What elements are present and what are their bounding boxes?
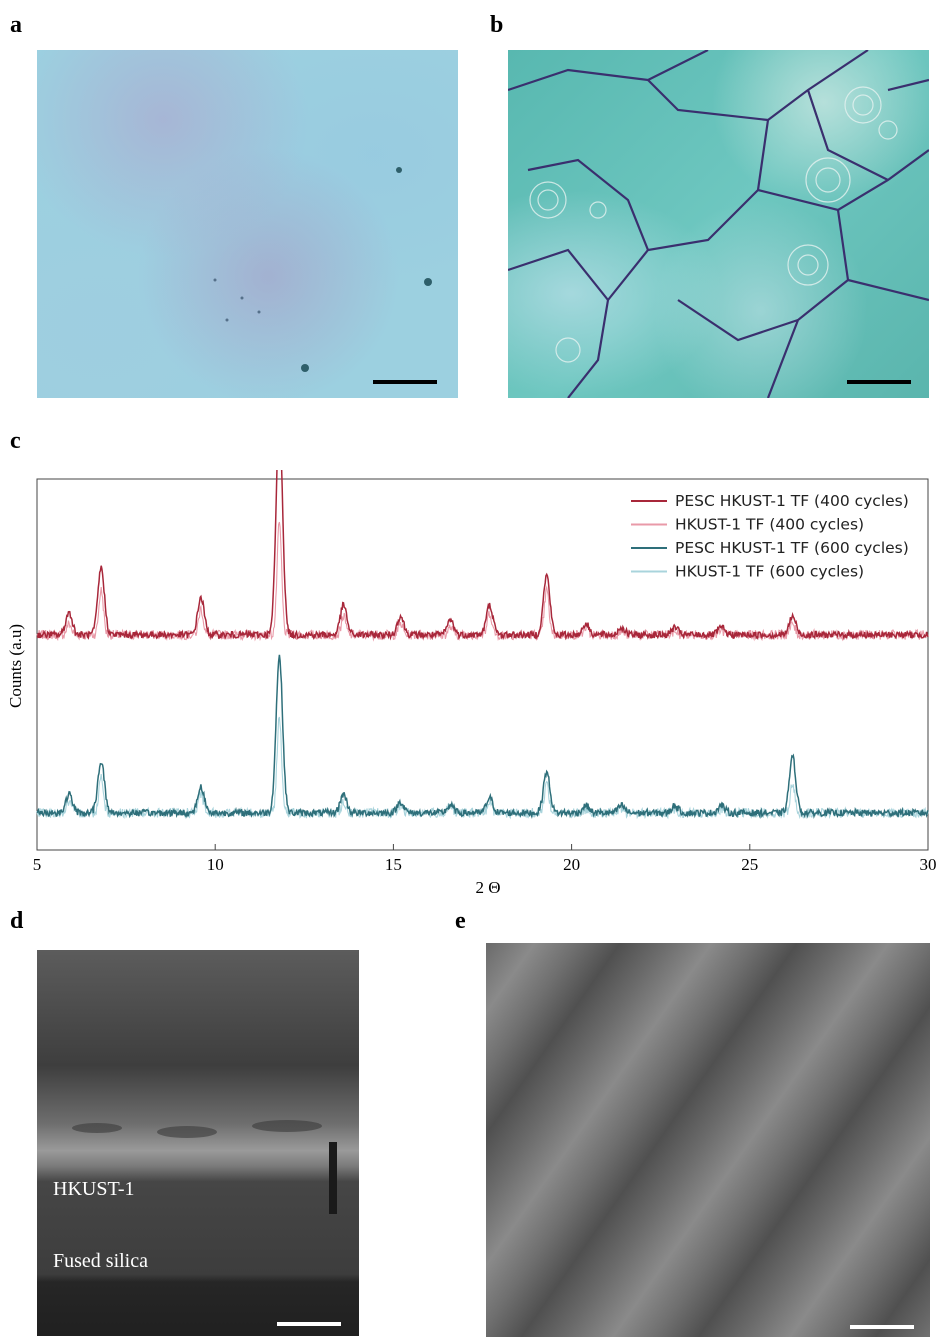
series-line-3 (36, 654, 929, 820)
x-tick-label: 10 (207, 855, 224, 874)
optical-micrograph-b (508, 50, 929, 398)
plot-frame (36, 478, 929, 851)
optical-micrograph-a (37, 50, 458, 398)
x-tick-label: 15 (385, 855, 402, 874)
panel-label-d: d (10, 908, 24, 934)
label-hkust-1: HKUST-1 (53, 1178, 135, 1200)
series-line-1 (36, 470, 929, 641)
sem-cross-section-d: HKUST-1 Fused silica (37, 950, 359, 1336)
x-tick-label: 25 (741, 855, 758, 874)
legend-label-3: PESC HKUST-1 TF (600 cycles) (675, 539, 909, 557)
panel-label-a: a (10, 12, 22, 38)
legend-label-1: PESC HKUST-1 TF (400 cycles) (675, 492, 909, 510)
x-tick-label: 5 (33, 855, 42, 874)
legend-label-4: HKUST-1 TF (600 cycles) (675, 563, 864, 581)
x-axis-title: 2 Θ (475, 878, 500, 897)
y-axis-title: Counts (a.u) (6, 624, 25, 708)
micrograph-b-cracks (508, 50, 929, 398)
micrograph-a-texture (213, 167, 432, 372)
scale-bar-b (847, 380, 911, 384)
series-layer (36, 470, 929, 820)
sem-top-view-e (486, 943, 930, 1337)
legend-label-2: HKUST-1 TF (400 cycles) (675, 516, 864, 534)
panel-label-b: b (490, 12, 504, 38)
legend: PESC HKUST-1 TF (400 cycles) HKUST-1 TF (… (631, 492, 909, 581)
scale-bar-a (373, 380, 437, 384)
scale-bar-d (277, 1322, 341, 1326)
panel-label-e: e (455, 908, 466, 934)
x-tick-label: 20 (563, 855, 580, 874)
x-tick-label: 30 (920, 855, 937, 874)
series-line-2 (36, 521, 929, 642)
scale-bar-e (850, 1325, 914, 1329)
micrograph-d-texture (72, 1120, 337, 1214)
label-fused-silica: Fused silica (53, 1250, 148, 1272)
x-axis-ticks: 5 10 15 20 25 30 (33, 844, 937, 874)
panel-label-c: c (10, 428, 21, 454)
xrd-chart: 5 10 15 20 25 30 2 Θ Counts (a.u) PESC HKUST-… (6, 470, 937, 897)
